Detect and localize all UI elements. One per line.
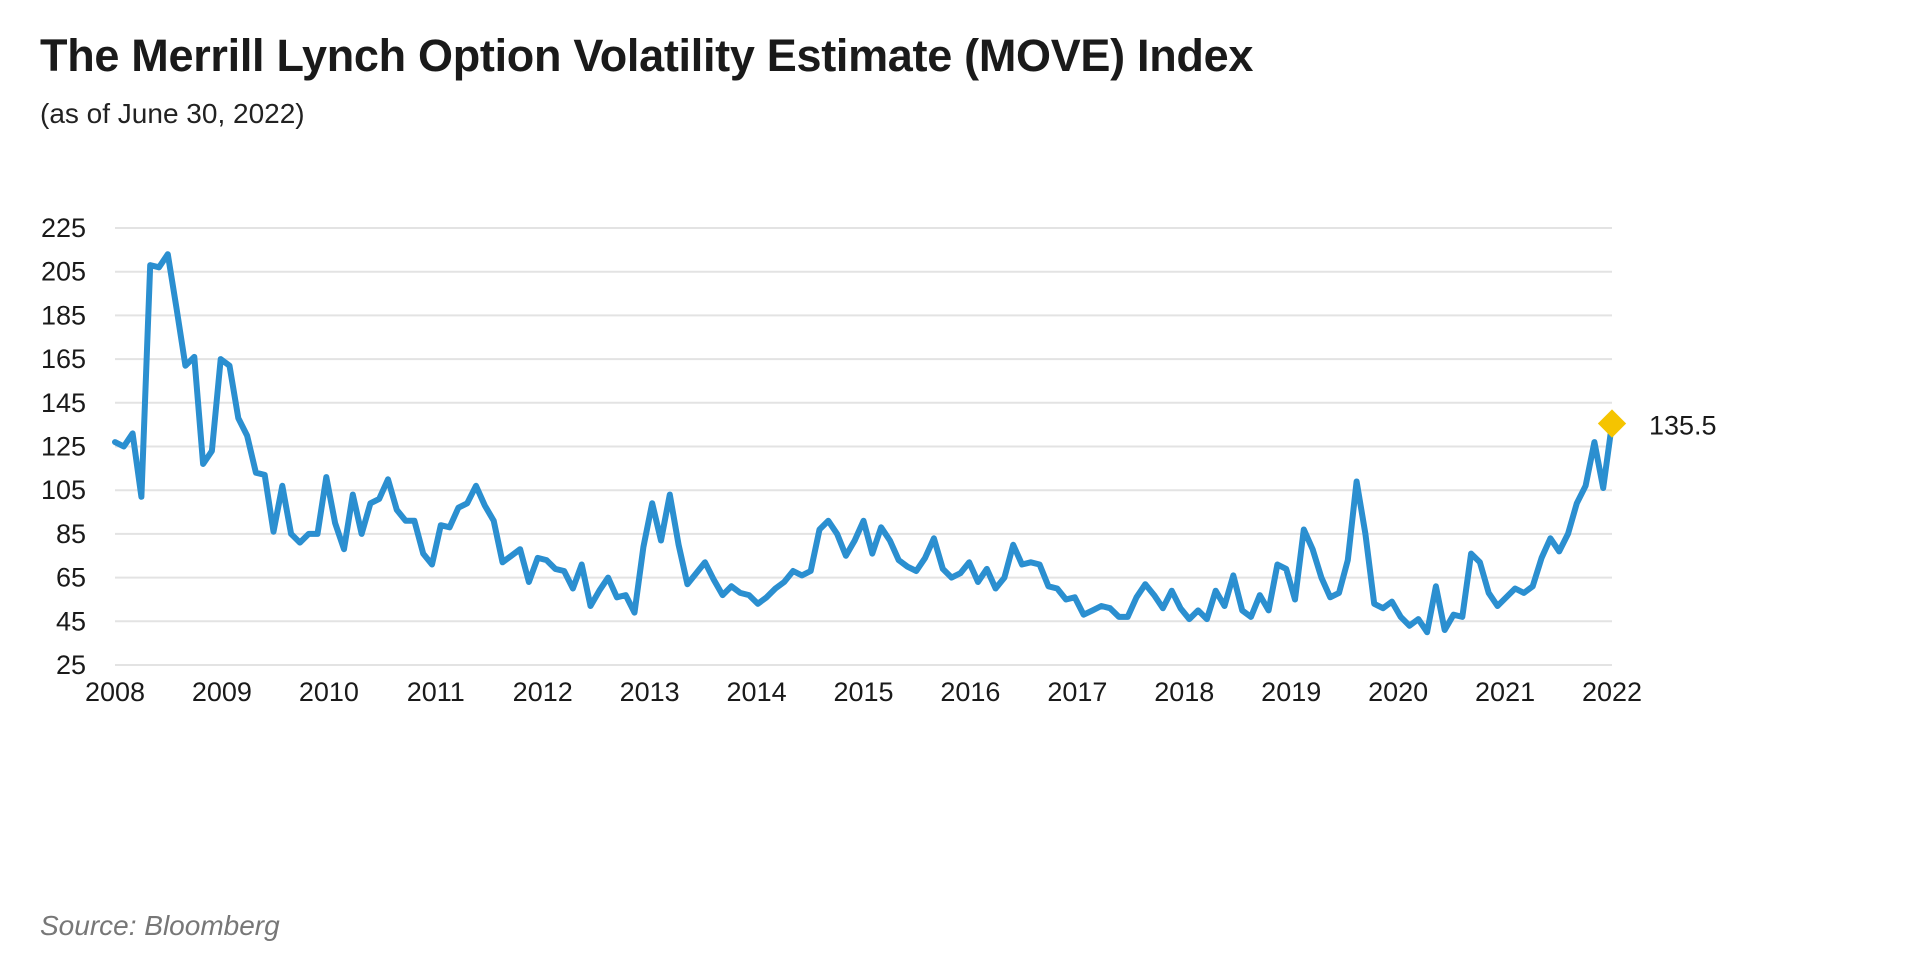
y-tick-label: 105 [41,475,86,505]
x-tick-label: 2015 [833,677,893,707]
x-tick-label: 2010 [299,677,359,707]
x-tick-label: 2009 [192,677,252,707]
y-tick-label: 185 [41,300,86,330]
x-tick-label: 2018 [1154,677,1214,707]
y-tick-label: 205 [41,257,86,287]
chart-title: The Merrill Lynch Option Volatility Esti… [40,30,1254,81]
x-tick-label: 2012 [513,677,573,707]
source-note: Source: Bloomberg [40,910,280,941]
x-tick-label: 2022 [1582,677,1642,707]
y-axis-ticks: 225 205 185 165 145 125 105 85 65 45 25 [41,213,86,680]
latest-value-marker [1597,409,1627,438]
y-tick-label: 165 [41,344,86,374]
y-tick-label: 125 [41,432,86,462]
y-tick-label: 45 [56,606,86,636]
x-tick-label: 2008 [85,677,145,707]
gridlines [115,227,1612,666]
latest-value-label: 135.5 [1649,411,1717,441]
x-tick-label: 2017 [1047,677,1107,707]
y-tick-label: 145 [41,388,86,418]
x-tick-label: 2020 [1368,677,1428,707]
series-line-move-index [112,251,1615,636]
x-tick-label: 2016 [940,677,1000,707]
x-tick-label: 2019 [1261,677,1321,707]
x-axis-ticks: 2008 2009 2010 2011 2012 2013 2014 2015 2016 2017… [85,677,1642,707]
y-tick-label: 225 [41,213,86,243]
x-tick-label: 2013 [620,677,680,707]
x-tick-label: 2011 [407,677,465,707]
x-tick-label: 2014 [727,677,787,707]
y-tick-label: 65 [56,563,86,593]
chart-subtitle: (as of June 30, 2022) [40,98,305,129]
x-tick-label: 2021 [1475,677,1535,707]
y-tick-label: 25 [56,650,86,680]
y-tick-label: 85 [56,519,86,549]
